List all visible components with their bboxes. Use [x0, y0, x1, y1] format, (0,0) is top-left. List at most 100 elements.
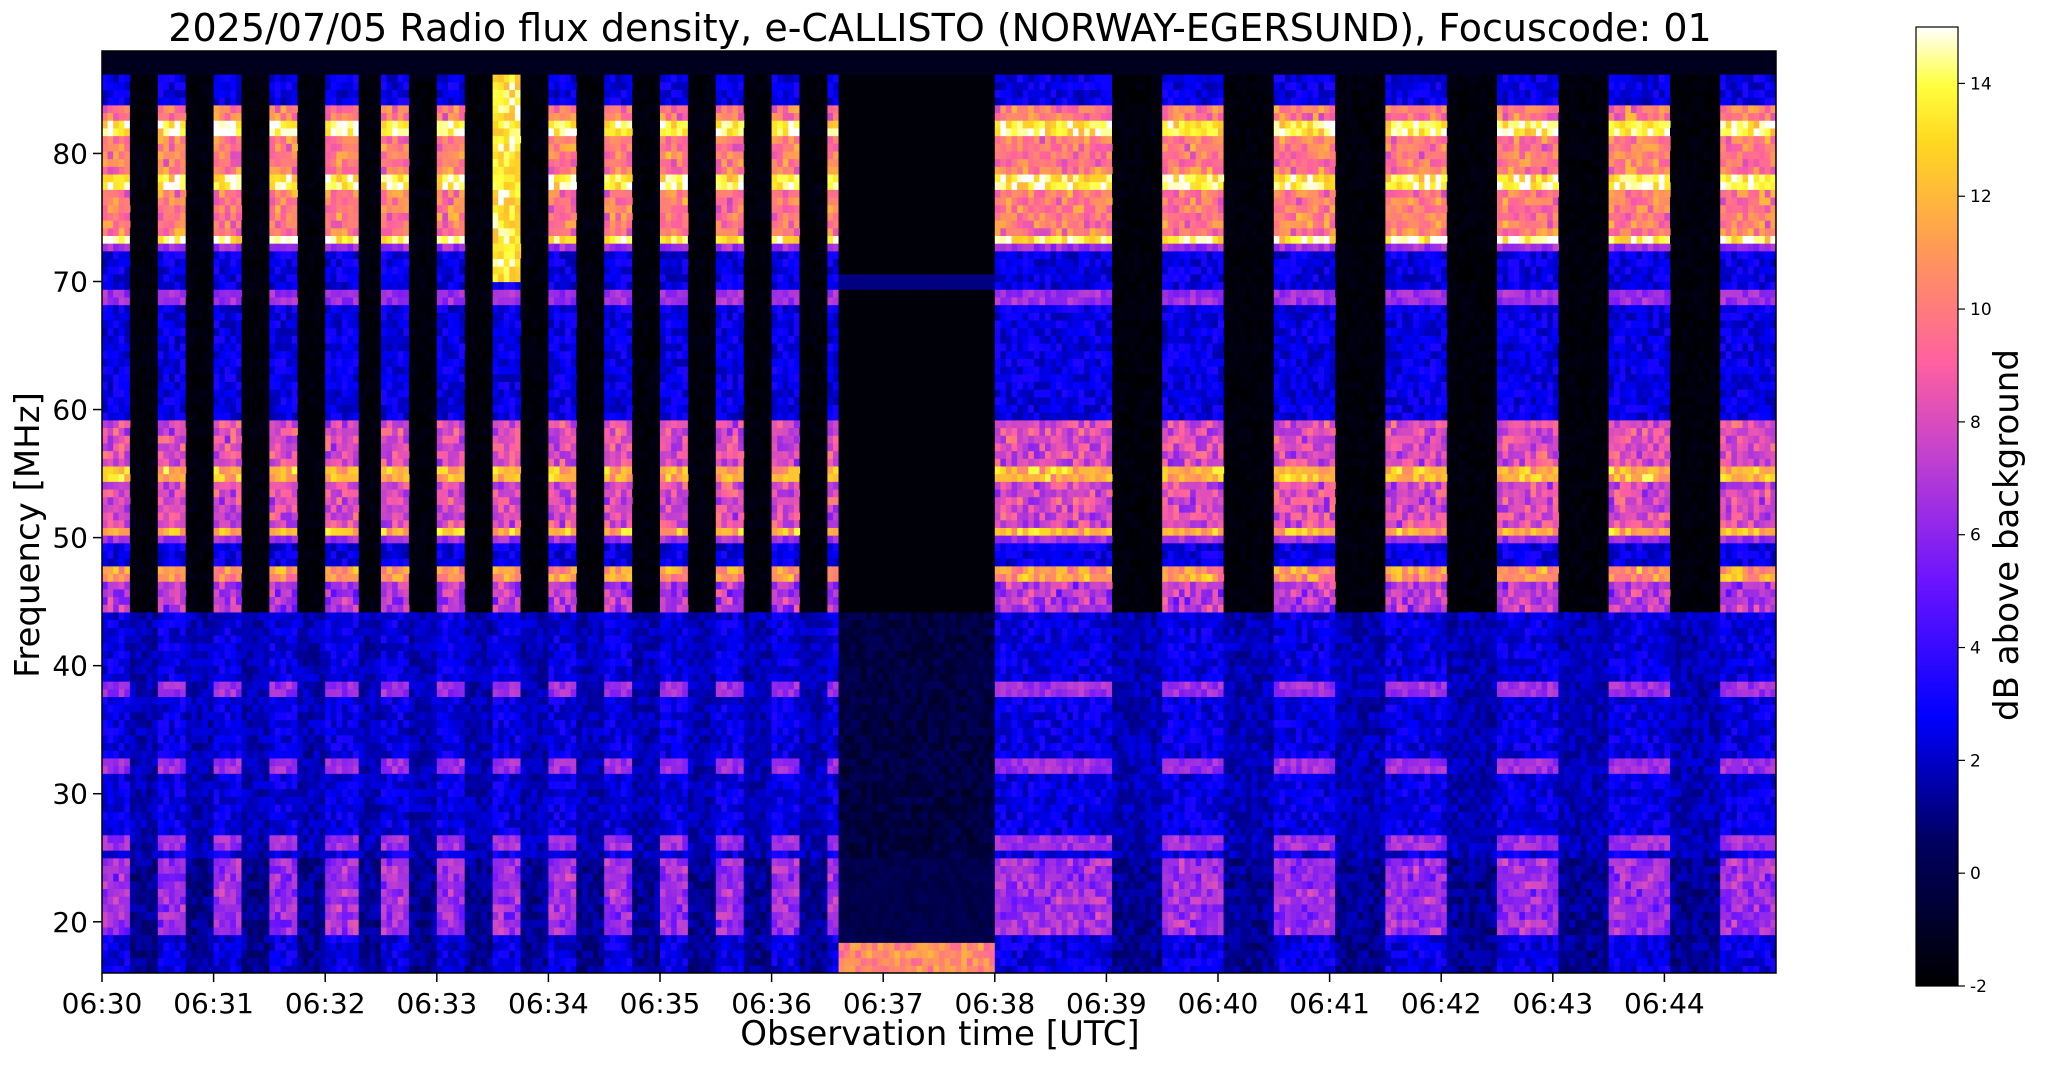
heatmap-cell	[297, 389, 303, 397]
heatmap-cell	[108, 835, 114, 843]
heatmap-cell	[258, 66, 264, 74]
heatmap-cell	[158, 82, 164, 90]
heatmap-cell	[113, 374, 119, 382]
heatmap-cell	[275, 919, 281, 927]
heatmap-cell	[342, 758, 348, 766]
heatmap-cell	[236, 89, 242, 97]
heatmap-cell	[180, 527, 186, 535]
heatmap-cell	[175, 558, 181, 566]
heatmap-cell	[225, 235, 231, 243]
heatmap-cell	[147, 812, 153, 820]
heatmap-cell	[325, 136, 331, 144]
heatmap-cell	[119, 481, 125, 489]
heatmap-cell	[269, 266, 275, 274]
heatmap-cell	[258, 958, 264, 966]
heatmap-cell	[325, 950, 331, 958]
heatmap-cell	[225, 750, 231, 758]
heatmap-cell	[236, 151, 242, 159]
heatmap-cell	[225, 743, 231, 751]
heatmap-cell	[275, 573, 281, 581]
heatmap-cell	[135, 573, 141, 581]
heatmap-cell	[242, 251, 248, 259]
heatmap-cell	[286, 919, 292, 927]
heatmap-cell	[175, 128, 181, 136]
heatmap-cell	[197, 735, 203, 743]
heatmap-cell	[202, 796, 208, 804]
heatmap-cell	[264, 481, 270, 489]
heatmap-cell	[286, 873, 292, 881]
heatmap-cell	[325, 719, 331, 727]
heatmap-cell	[180, 189, 186, 197]
heatmap-cell	[197, 935, 203, 943]
heatmap-cell	[336, 689, 342, 697]
heatmap-cell	[180, 543, 186, 551]
heatmap-cell	[180, 404, 186, 412]
heatmap-cell	[342, 535, 348, 543]
heatmap-cell	[130, 819, 136, 827]
heatmap-cell	[119, 865, 125, 873]
heatmap-cell	[108, 105, 114, 113]
heatmap-cell	[197, 673, 203, 681]
heatmap-cell	[236, 535, 242, 543]
heatmap-cell	[202, 136, 208, 144]
heatmap-cell	[331, 481, 337, 489]
heatmap-cell	[331, 896, 337, 904]
heatmap-cell	[169, 258, 175, 266]
heatmap-cell	[258, 205, 264, 213]
heatmap-cell	[108, 620, 114, 628]
heatmap-cell	[197, 566, 203, 574]
heatmap-cell	[169, 159, 175, 167]
heatmap-cell	[325, 274, 331, 282]
heatmap-cell	[208, 658, 214, 666]
heatmap-cell	[113, 773, 119, 781]
heatmap-cell	[214, 312, 220, 320]
heatmap-cell	[242, 358, 248, 366]
heatmap-cell	[147, 205, 153, 213]
heatmap-cell	[119, 958, 125, 966]
heatmap-cell	[236, 427, 242, 435]
heatmap-cell	[186, 120, 192, 128]
heatmap-cell	[281, 443, 287, 451]
heatmap-cell	[292, 258, 298, 266]
heatmap-cell	[275, 243, 281, 251]
heatmap-cell	[292, 89, 298, 97]
heatmap-cell	[158, 558, 164, 566]
heatmap-cell	[214, 435, 220, 443]
heatmap-cell	[286, 620, 292, 628]
heatmap-cell	[113, 274, 119, 282]
heatmap-cell	[147, 289, 153, 297]
heatmap-cell	[281, 243, 287, 251]
heatmap-cell	[253, 781, 259, 789]
heatmap-cell	[336, 904, 342, 912]
heatmap-cell	[163, 228, 169, 236]
heatmap-cell	[175, 827, 181, 835]
heatmap-cell	[202, 573, 208, 581]
heatmap-cell	[314, 912, 320, 920]
heatmap-cell	[258, 804, 264, 812]
heatmap-cell	[297, 320, 303, 328]
heatmap-cell	[336, 796, 342, 804]
heatmap-cell	[281, 919, 287, 927]
heatmap-cell	[141, 182, 147, 190]
heatmap-cell	[113, 458, 119, 466]
heatmap-cell	[281, 451, 287, 459]
heatmap-cell	[163, 366, 169, 374]
heatmap-cell	[314, 404, 320, 412]
heatmap-cell	[258, 320, 264, 328]
heatmap-cell	[202, 773, 208, 781]
heatmap-cell	[169, 174, 175, 182]
heatmap-cell	[336, 243, 342, 251]
heatmap-cell	[247, 758, 253, 766]
heatmap-cell	[119, 543, 125, 551]
heatmap-cell	[219, 89, 225, 97]
heatmap-cell	[141, 289, 147, 297]
heatmap-cell	[225, 612, 231, 620]
heatmap-cell	[152, 412, 158, 420]
heatmap-cell	[219, 282, 225, 290]
heatmap-cell	[102, 120, 108, 128]
heatmap-cell	[214, 343, 220, 351]
heatmap-cell	[292, 151, 298, 159]
heatmap-cell	[124, 804, 130, 812]
heatmap-cell	[191, 136, 197, 144]
heatmap-cell	[275, 105, 281, 113]
